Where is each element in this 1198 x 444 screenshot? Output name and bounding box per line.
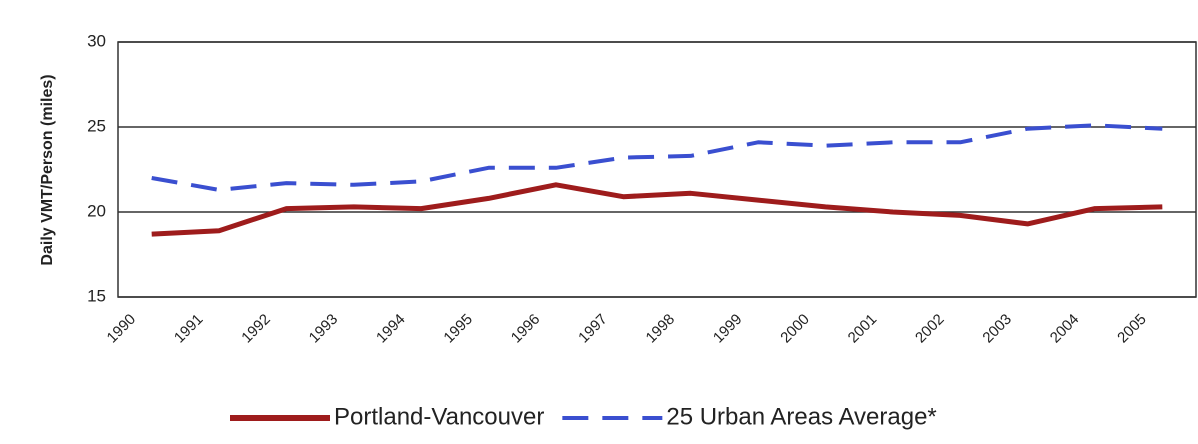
y-tick-label: 30	[87, 31, 106, 50]
x-tick-label: 2005	[1114, 311, 1150, 347]
x-tick-label: 2001	[845, 311, 881, 347]
x-tick-label: 2003	[979, 311, 1015, 347]
y-tick-label: 15	[87, 286, 106, 305]
x-tick-label: 1997	[575, 311, 611, 347]
legend-label: Portland-Vancouver	[334, 403, 544, 430]
x-tick-label: 2002	[912, 311, 948, 347]
x-tick-label: 2004	[1047, 311, 1083, 347]
plot-area	[117, 41, 1197, 298]
x-tick-label: 1995	[440, 311, 476, 347]
y-axis-label: Daily VMT/Person (miles)	[39, 74, 56, 265]
x-tick-label: 1993	[306, 311, 342, 347]
y-tick-label: 20	[87, 201, 106, 220]
series-line	[151, 123, 1163, 192]
legend-label: 25 Urban Areas Average*	[666, 403, 936, 430]
x-tick-label: 1991	[171, 311, 207, 347]
x-tick-label: 1996	[508, 311, 544, 347]
x-tick-label: 1992	[238, 311, 274, 347]
x-tick-label: 1994	[373, 311, 409, 347]
series-line	[151, 182, 1163, 237]
x-tick-label: 2000	[777, 311, 813, 347]
x-tick-label: 1998	[643, 311, 679, 347]
x-tick-label: 1990	[104, 311, 140, 347]
x-tick-label: 1999	[710, 311, 746, 347]
y-tick-label: 25	[87, 116, 106, 135]
